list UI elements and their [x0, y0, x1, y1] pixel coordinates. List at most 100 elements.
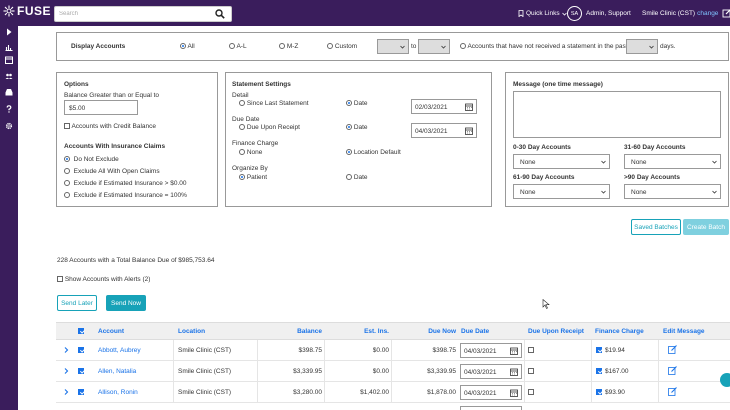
row-due-date-input[interactable]: 04/03/2021	[460, 385, 522, 400]
credit-balance-checkbox[interactable]: Accounts with Credit Balance	[64, 123, 156, 130]
aging-31-60-label: 31-60 Day Accounts	[624, 144, 686, 151]
quick-links-menu[interactable]: Quick Links	[518, 10, 567, 17]
days-select[interactable]	[626, 39, 658, 54]
radio-custom[interactable]: Custom	[327, 43, 357, 50]
create-batch-button[interactable]: Create Batch	[683, 219, 729, 235]
col-est-ins[interactable]: Est. Ins.	[364, 328, 389, 335]
radio-exclude-est-ins-zero[interactable]: Exclude if Estimated Insurance > $0.00	[64, 180, 187, 187]
expand-sidebar-icon[interactable]	[4, 27, 14, 37]
edit-message-icon[interactable]	[668, 387, 677, 396]
due-upon-receipt-checkbox[interactable]	[528, 389, 534, 395]
calendar-icon[interactable]	[510, 368, 518, 376]
help-chat-button[interactable]	[720, 373, 730, 387]
inbox-icon[interactable]	[4, 87, 14, 97]
edit-icon[interactable]	[722, 8, 730, 18]
col-due-upon-receipt[interactable]: Due Upon Receipt	[528, 328, 584, 335]
show-alerts-checkbox[interactable]: Show Accounts with Alerts (2)	[57, 276, 150, 283]
chevron-right-icon[interactable]	[62, 388, 70, 396]
finance-charge-checkbox[interactable]	[596, 347, 602, 353]
row-due-date-input[interactable]: 04/03/2021	[460, 364, 522, 379]
col-location[interactable]: Location	[178, 328, 206, 335]
due-upon-receipt-checkbox[interactable]	[528, 368, 534, 374]
calendar-icon[interactable]	[510, 389, 518, 397]
saved-batches-button[interactable]: Saved Batches	[631, 219, 681, 235]
users-icon[interactable]	[4, 71, 14, 81]
calendar-icon[interactable]	[510, 347, 518, 355]
finance-charge-checkbox[interactable]	[596, 389, 602, 395]
edit-message-icon[interactable]	[668, 345, 677, 354]
radio-no-statement[interactable]: Accounts that have not received a statem…	[460, 43, 628, 50]
gear-icon[interactable]	[4, 121, 14, 131]
col-edit-message[interactable]: Edit Message	[663, 328, 705, 335]
send-later-button[interactable]: Send Later	[57, 295, 97, 311]
aging-61-90-select[interactable]: None	[513, 184, 610, 199]
row-due-date-input[interactable]	[460, 406, 522, 410]
radio-exclude-est-ins-100[interactable]: Exclude if Estimated Insurance = 100%	[64, 192, 187, 199]
clinic-selector: Smile Clinic (CST) change	[642, 10, 718, 17]
send-now-button[interactable]: Send Now	[106, 295, 146, 311]
chevron-right-icon[interactable]	[62, 367, 70, 375]
display-accounts-label: Display Accounts	[71, 43, 126, 50]
radio-exclude-open-claims[interactable]: Exclude All With Open Claims	[64, 168, 160, 175]
chevron-down-icon	[400, 45, 405, 49]
radio-a-l[interactable]: A-L	[229, 43, 247, 50]
logo[interactable]: FUSE	[3, 4, 51, 18]
chevron-right-icon[interactable]	[62, 346, 70, 354]
detail-date-input[interactable]: 02/03/2021	[411, 99, 477, 114]
chevron-down-icon	[441, 45, 446, 49]
aging-0-30-select[interactable]: None	[513, 154, 610, 169]
finance-charge-checkbox[interactable]	[596, 368, 602, 374]
aging-90-plus-select[interactable]: None	[624, 184, 721, 199]
radio-do-not-exclude[interactable]: Do Not Exclude	[64, 156, 119, 163]
calendar-icon[interactable]	[465, 127, 473, 135]
radio-since-last-statement[interactable]: Since Last Statement	[239, 100, 309, 107]
radio-due-date[interactable]: Date	[346, 124, 368, 131]
row-checkbox[interactable]	[78, 389, 84, 395]
due-date-input[interactable]: 04/03/2021	[411, 123, 477, 138]
col-due-date[interactable]: Due Date	[461, 328, 490, 335]
statement-settings-title: Statement Settings	[232, 81, 291, 88]
calendar-icon[interactable]	[4, 55, 14, 65]
account-name[interactable]: Allen, Natalia	[98, 368, 137, 375]
radio-organize-date[interactable]: Date	[346, 174, 368, 181]
balance-input[interactable]: $5.00	[64, 100, 138, 115]
radio-all[interactable]: All	[180, 43, 195, 50]
col-balance[interactable]: Balance	[297, 328, 322, 335]
row-due-date-input[interactable]: 04/03/2021	[460, 343, 522, 358]
row-checkbox[interactable]	[78, 368, 84, 374]
avatar[interactable]: SA	[567, 6, 582, 21]
chevron-down-icon	[649, 45, 654, 49]
radio-due-upon-receipt[interactable]: Due Upon Receipt	[239, 124, 300, 131]
search-input[interactable]	[55, 7, 205, 21]
search-icon[interactable]	[215, 9, 225, 19]
select-all-checkbox[interactable]	[78, 328, 84, 334]
col-account[interactable]: Account	[98, 328, 124, 335]
due-upon-receipt-checkbox[interactable]	[528, 347, 534, 353]
account-name[interactable]: Allison, Ronin	[98, 389, 138, 396]
message-textarea[interactable]	[513, 91, 721, 138]
edit-message-icon[interactable]	[668, 366, 677, 375]
radio-finance-none[interactable]: None	[239, 149, 262, 156]
change-clinic-link[interactable]: change	[697, 10, 719, 17]
row-checkbox[interactable]	[78, 347, 84, 353]
table-row[interactable]: Allen, Natalia Smile Clinic (CST) $3,339…	[56, 361, 730, 382]
help-icon[interactable]	[4, 104, 14, 114]
sidebar	[0, 26, 18, 410]
col-due-now[interactable]: Due Now	[428, 328, 456, 335]
radio-detail-date[interactable]: Date	[346, 100, 368, 107]
aging-31-60-select[interactable]: None	[624, 154, 721, 169]
col-finance-charge[interactable]: Finance Charge	[595, 328, 644, 335]
table-row[interactable]: Allison, Ronin Smile Clinic (CST) $3,280…	[56, 382, 730, 403]
custom-from-select[interactable]	[377, 39, 409, 54]
account-name[interactable]: Abbott, Aubrey	[98, 347, 141, 354]
table-row[interactable]: Abbott, Aubrey Smile Clinic (CST) $398.7…	[56, 340, 730, 361]
radio-location-default[interactable]: Location Default	[346, 149, 401, 156]
radio-m-z[interactable]: M-Z	[279, 43, 298, 50]
custom-to-select[interactable]	[418, 39, 450, 54]
radio-organize-patient[interactable]: Patient	[239, 174, 267, 181]
chart-icon[interactable]	[4, 42, 14, 52]
search-box[interactable]	[54, 6, 232, 22]
user-name[interactable]: Admin, Support	[586, 10, 631, 17]
calendar-icon[interactable]	[465, 103, 473, 111]
due-now: $1,878.00	[427, 389, 456, 396]
